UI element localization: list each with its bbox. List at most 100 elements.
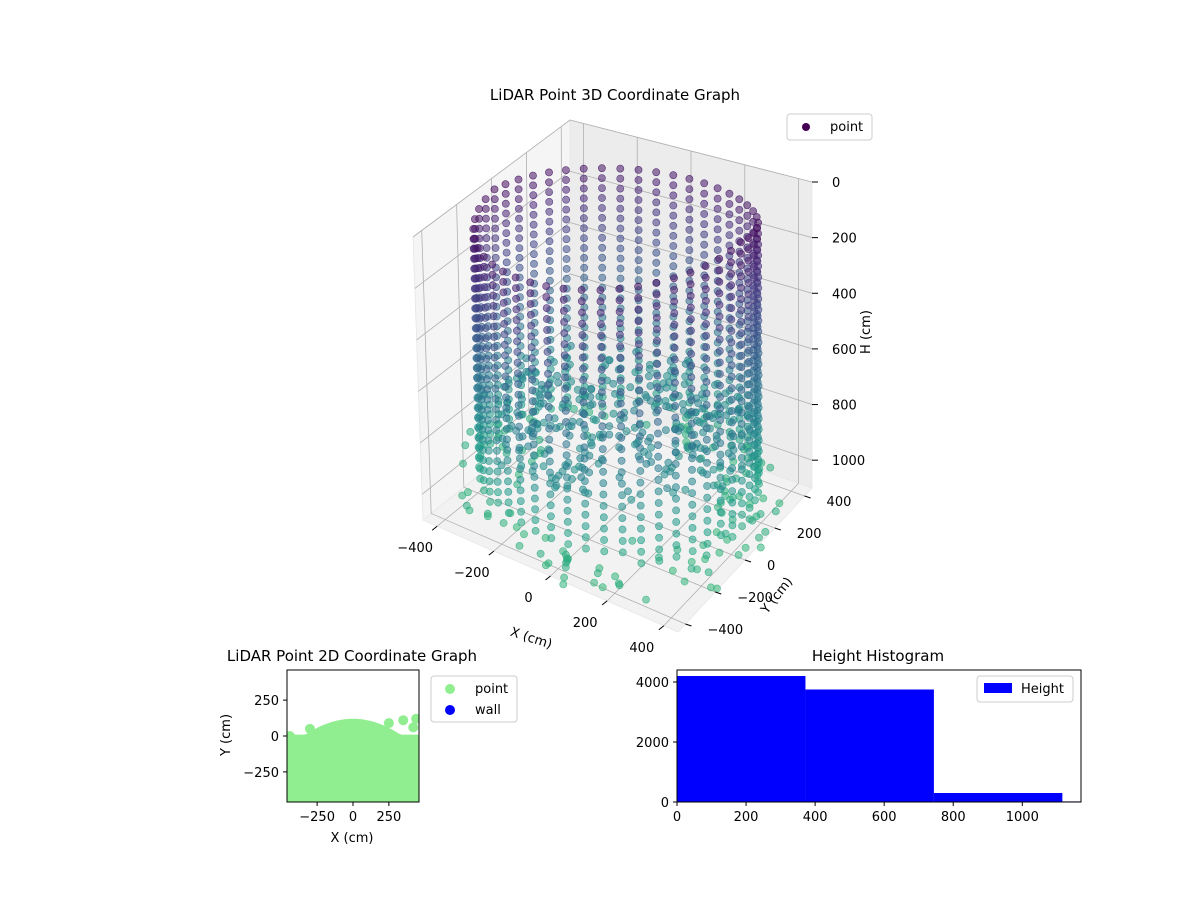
chart-3d-point	[598, 223, 606, 232]
chart-3d-point	[502, 393, 510, 402]
chart-3d-point	[600, 536, 608, 544]
chart-3d-point	[491, 224, 500, 233]
chart-3d-point	[561, 563, 570, 572]
chart-3d-point	[512, 316, 521, 324]
chart-3d-point	[593, 569, 602, 578]
chart-3d-point	[635, 374, 644, 383]
chart-3d-point	[482, 214, 490, 223]
chart-3d-point	[702, 296, 710, 305]
chart-3d-point	[562, 264, 571, 273]
histogram-bar	[805, 689, 934, 802]
chart-3d-point	[502, 248, 511, 257]
chart-3d-point	[562, 176, 570, 184]
chart-3d-point	[515, 224, 523, 233]
chart-3d-point	[725, 210, 734, 219]
chart-3d-point	[504, 487, 513, 496]
chart-3d-point	[562, 274, 571, 283]
chart-3d-point	[744, 290, 753, 299]
chart-3d-point	[636, 432, 644, 441]
chart-3d-point	[598, 433, 607, 442]
chart-3d-point	[637, 524, 645, 533]
chart-3d-point	[542, 293, 551, 301]
chart-3d-gridline	[416, 222, 571, 341]
chart-3d-point	[745, 515, 754, 523]
chart-3d-point	[750, 374, 759, 382]
chart-3d-point	[688, 535, 697, 544]
chart-3d-point	[668, 566, 677, 575]
chart-3d-point	[728, 441, 736, 450]
chart-3d-point	[737, 454, 746, 462]
chart-3d-point	[560, 306, 568, 315]
chart-3d-point	[715, 323, 724, 332]
legend-height-label: Height	[1021, 682, 1064, 697]
chart-3d-point	[484, 416, 492, 424]
chart-3d-point	[653, 394, 662, 403]
chart-3d-point	[641, 391, 650, 399]
chart-3d-point	[577, 286, 586, 294]
chart-3d-point	[703, 539, 712, 548]
chart-3d-point	[597, 365, 606, 374]
chart-3d-point	[491, 374, 499, 383]
chart-3d-point	[766, 463, 775, 472]
chart-3d-xtick	[488, 550, 495, 556]
chart-3d-point	[562, 166, 570, 174]
chart-3d-point	[652, 258, 661, 267]
chart-3d-point	[498, 267, 507, 276]
chart-3d-point	[669, 252, 678, 260]
chart-3d-point	[562, 235, 571, 244]
chart-3d-point	[599, 490, 608, 499]
chart-3d-point	[596, 297, 605, 306]
chart-3d-point	[531, 494, 539, 503]
chart-3d-point	[652, 178, 661, 187]
chart-3d-point	[580, 204, 588, 213]
chart-3d-point	[652, 290, 661, 299]
chart-3d-point	[728, 533, 737, 541]
chart-3d-point	[737, 385, 746, 394]
chart-3d-point	[529, 220, 538, 229]
histogram-xtick-label: 400	[803, 810, 828, 825]
chart-3d-point	[562, 225, 571, 234]
chart-3d-point	[727, 292, 736, 301]
chart-3d-point	[701, 262, 710, 270]
chart-3d-point	[528, 375, 537, 384]
chart-3d-point	[616, 194, 625, 203]
chart-3d-point	[491, 384, 500, 393]
chart-3d-point	[598, 399, 606, 408]
chart-3d-point	[702, 320, 710, 328]
chart-3d-point	[600, 547, 609, 556]
chart-3d-point	[669, 211, 678, 220]
chart-3d-point	[653, 336, 661, 345]
chart-3d-point	[581, 533, 590, 542]
chart-3d-point	[654, 417, 662, 426]
chart-3d-point	[580, 454, 589, 463]
chart-3d-point	[645, 372, 653, 381]
chart-3d-point	[499, 298, 508, 307]
chart-3d-point	[617, 422, 625, 431]
chart-3d-point	[485, 477, 494, 486]
chart-3d-point	[491, 253, 500, 262]
chart-3d-point	[598, 583, 607, 592]
chart-3d-point	[567, 341, 575, 350]
chart-3d-point	[535, 435, 544, 444]
chart-3d-point	[502, 424, 511, 433]
chart-3d-point	[466, 427, 475, 436]
chart-3d-point	[702, 377, 711, 386]
chart-3d-point	[750, 285, 759, 293]
chart-3d-point	[527, 354, 536, 362]
chart-3d-point	[736, 249, 745, 258]
chart-3d-point	[688, 465, 696, 474]
chart-3d-point	[545, 446, 554, 455]
chart-3d-point	[672, 518, 681, 526]
chart-3d-point	[700, 199, 709, 208]
chart-3d-point	[745, 481, 754, 490]
chart-3d-point	[546, 276, 554, 285]
chart-3d-point	[702, 331, 710, 340]
chart-3d-point	[687, 419, 696, 428]
chart-2d-legend: point wall	[430, 675, 518, 723]
chart-2d-point	[408, 722, 419, 733]
chart-3d-point	[681, 485, 690, 494]
chart-3d-point	[701, 273, 710, 282]
chart-3d-xtick-label: −400	[397, 541, 433, 556]
histogram-xtick-label: 200	[734, 810, 759, 825]
chart-3d-point	[636, 478, 645, 487]
